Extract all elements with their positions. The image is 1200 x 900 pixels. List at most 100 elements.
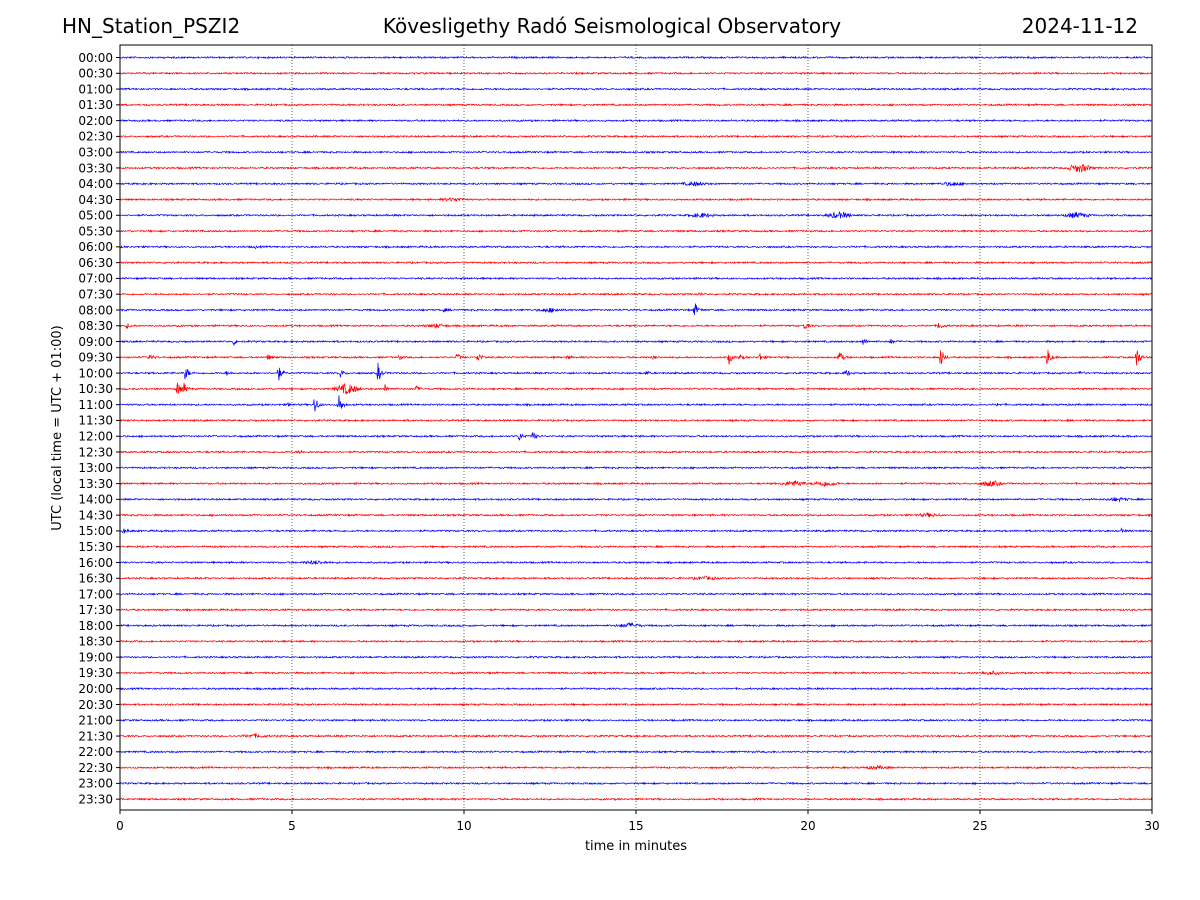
trace-1930 xyxy=(120,670,1153,676)
y-tick-label: 03:30 xyxy=(78,161,113,175)
y-tick-label: 03:00 xyxy=(78,145,113,159)
y-tick-label: 06:30 xyxy=(78,256,113,270)
y-tick-label: 08:30 xyxy=(78,319,113,333)
y-tick-label: 11:30 xyxy=(78,414,113,428)
trace-0300 xyxy=(119,150,1153,155)
y-tick-label: 14:00 xyxy=(78,493,113,507)
trace-0530 xyxy=(119,229,1153,234)
trace-1100 xyxy=(119,395,1153,412)
trace-2000 xyxy=(119,686,1153,691)
x-tick-label: 30 xyxy=(1144,819,1159,833)
trace-1630 xyxy=(119,575,1153,581)
y-tick-label: 02:00 xyxy=(78,114,113,128)
trace-1830 xyxy=(119,639,1153,644)
trace-1530 xyxy=(119,544,1153,549)
x-tick-label: 20 xyxy=(800,819,815,833)
y-tick-label: 17:30 xyxy=(78,603,113,617)
trace-1700 xyxy=(119,591,1153,597)
trace-2330 xyxy=(120,797,1153,802)
y-tick-label: 09:00 xyxy=(78,335,113,349)
y-tick-label: 00:00 xyxy=(78,51,113,65)
y-tick-label: 16:30 xyxy=(78,572,113,586)
x-axis-label: time in minutes xyxy=(585,839,687,854)
trace-2130 xyxy=(119,732,1153,739)
trace-0000 xyxy=(119,55,1153,60)
x-tick-label: 15 xyxy=(628,819,643,833)
y-tick-label: 17:00 xyxy=(78,587,113,601)
trace-1000 xyxy=(119,362,1153,381)
date-title: 2024-11-12 xyxy=(1021,14,1138,38)
y-tick-label: 09:30 xyxy=(78,351,113,365)
y-tick-label: 04:30 xyxy=(78,193,113,207)
y-axis-label: UTC (local time = UTC + 01:00) xyxy=(50,325,65,530)
trace-0430 xyxy=(119,197,1153,203)
trace-0730 xyxy=(119,291,1153,297)
trace-1730 xyxy=(119,607,1153,612)
trace-0630 xyxy=(119,260,1153,265)
trace-2100 xyxy=(119,718,1153,723)
y-tick-label: 23:00 xyxy=(78,777,113,791)
y-tick-label: 21:30 xyxy=(78,729,113,743)
trace-1430 xyxy=(119,511,1153,518)
trace-1030 xyxy=(119,382,1153,395)
y-tick-label: 15:30 xyxy=(78,540,113,554)
y-tick-label: 10:00 xyxy=(78,366,113,380)
x-axis: 0 5 10 15 20 25 30 xyxy=(116,810,1160,833)
y-tick-label: 11:00 xyxy=(78,398,113,412)
trace-0330 xyxy=(119,163,1153,173)
grid-lines xyxy=(291,45,981,810)
y-tick-label: 02:30 xyxy=(78,130,113,144)
x-tick-label: 5 xyxy=(288,819,296,833)
observatory-title: Kövesligethy Radó Seismological Observat… xyxy=(382,14,842,38)
trace-2030 xyxy=(119,702,1153,707)
y-tick-label: 00:30 xyxy=(78,67,113,81)
y-tick-label: 15:00 xyxy=(78,524,113,538)
y-tick-label: 16:00 xyxy=(78,556,113,570)
y-tick-label: 12:30 xyxy=(78,445,113,459)
y-tick-label: 04:00 xyxy=(78,177,113,191)
trace-1230 xyxy=(119,449,1153,455)
y-tick-label: 01:30 xyxy=(78,98,113,112)
trace-1200 xyxy=(119,432,1153,441)
y-tick-label: 12:00 xyxy=(78,430,113,444)
y-tick-label: 22:30 xyxy=(78,761,113,775)
trace-0130 xyxy=(119,102,1153,107)
trace-0600 xyxy=(119,244,1153,250)
y-tick-label: 07:30 xyxy=(78,288,113,302)
y-tick-label: 05:30 xyxy=(78,224,113,238)
y-tick-label: 07:00 xyxy=(78,272,113,286)
trace-2200 xyxy=(119,749,1153,754)
x-tick-label: 0 xyxy=(116,819,124,833)
trace-1600 xyxy=(119,560,1153,565)
y-tick-label: 05:00 xyxy=(78,209,113,223)
trace-0400 xyxy=(119,181,1153,187)
y-tick-label: 13:30 xyxy=(78,477,113,491)
y-tick-label: 06:00 xyxy=(78,240,113,254)
y-tick-label: 18:30 xyxy=(78,635,113,649)
trace-1330 xyxy=(119,480,1153,488)
trace-0700 xyxy=(119,276,1153,281)
y-tick-label: 23:30 xyxy=(78,792,113,806)
trace-2230 xyxy=(119,764,1153,771)
trace-1130 xyxy=(119,418,1153,423)
y-tick-label: 14:30 xyxy=(78,508,113,522)
y-tick-label: 20:00 xyxy=(78,682,113,696)
y-tick-label: 10:30 xyxy=(78,382,113,396)
trace-0930 xyxy=(119,349,1153,366)
y-tick-label: 08:00 xyxy=(78,303,113,317)
trace-1900 xyxy=(119,655,1153,660)
y-tick-label: 19:30 xyxy=(78,666,113,680)
trace-1300 xyxy=(119,465,1153,470)
y-tick-label: 19:00 xyxy=(78,650,113,664)
y-tick-label: 22:00 xyxy=(78,745,113,759)
y-tick-label: 20:30 xyxy=(78,698,113,712)
trace-1500 xyxy=(119,527,1153,534)
trace-0030 xyxy=(119,71,1153,76)
y-tick-label: 21:00 xyxy=(78,714,113,728)
trace-1800 xyxy=(119,621,1153,628)
trace-0830 xyxy=(119,322,1153,330)
y-tick-label: 18:00 xyxy=(78,619,113,633)
trace-2300 xyxy=(119,781,1153,786)
